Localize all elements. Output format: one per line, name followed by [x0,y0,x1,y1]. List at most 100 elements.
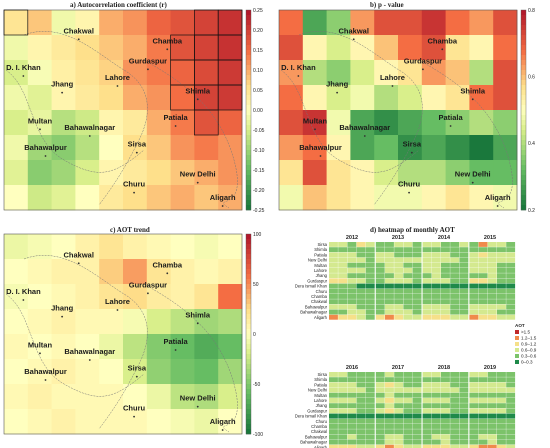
colorbar-segment [246,349,251,355]
city-marker [88,359,91,361]
legend-label: 0.3–0.6 [521,354,537,359]
heatmap-cell [347,262,357,268]
heatmap-cell [487,262,497,268]
heatmap-cell [194,234,219,260]
heatmap-cell [450,268,460,273]
colorbar-segment [246,259,251,265]
heatmap-cell [4,334,29,360]
heatmap-cell [478,268,488,273]
heatmap-cell [412,418,422,424]
heatmap-cell [338,382,348,388]
heatmap-cell [338,299,348,305]
heatmap-cell [431,273,441,279]
heatmap-cell [123,185,148,211]
heatmap-cell [394,252,404,258]
heatmap-cell [450,392,460,398]
heatmap-cell [329,387,338,393]
heatmap-cell [497,299,506,305]
heatmap-cell [403,403,413,409]
row-label: Chakwal [311,429,327,434]
heatmap-cell [431,377,441,383]
heatmap-cell [51,10,76,36]
heatmap-cell [478,257,488,263]
heatmap-cell [347,247,357,253]
heatmap-cell [146,10,171,36]
legend-swatch [515,330,519,334]
heatmap-cell [445,160,470,186]
heatmap-cell [329,444,338,448]
heatmap-cell [450,262,460,268]
legend-swatch [515,336,519,340]
heatmap-cell [493,10,518,36]
city-label: Aligarh [485,193,511,202]
row-label: Churu [316,419,328,424]
heatmap-cell [218,10,243,36]
heatmap-cell [75,135,100,161]
city-label: Gurdaspur [404,56,442,65]
city-marker [22,299,25,301]
heatmap-cell [441,382,450,388]
city-label: Chakwal [64,26,94,35]
heatmap-cell [412,413,422,419]
city-label: Bahawalnagar [64,347,115,356]
heatmap-cell [441,372,450,377]
heatmap-cell [375,429,385,435]
heatmap-cell [441,314,450,320]
colorbar-tick-label: -0.25 [253,208,265,214]
heatmap-cell [497,424,506,429]
heatmap-cell [338,278,348,284]
heatmap-cell [412,278,422,284]
colorbar-segment [246,254,251,260]
colorbar-segment [246,234,251,240]
year-label: 2015 [484,235,496,241]
colorbar-segment [246,304,251,310]
colorbar-segment [521,120,526,126]
heatmap-cell [356,283,366,289]
heatmap-cell [487,304,497,310]
city-marker [408,191,410,194]
heatmap-cell [27,359,52,385]
heatmap-cell [421,185,446,211]
heatmap-cell [75,10,100,36]
colorbar-segment [521,160,526,166]
heatmap-cell [356,242,366,247]
city-marker [116,85,119,87]
colorbar-segment [521,10,526,16]
heatmap-cell [398,185,423,211]
heatmap-cell [338,429,348,435]
heatmap-cell [374,135,399,161]
heatmap-cell [347,314,357,320]
heatmap-cell [329,283,338,289]
colorbar-segment [246,110,251,116]
heatmap-cell [99,60,124,86]
heatmap-cell [375,288,385,294]
heatmap-cell [459,262,469,268]
city-label: Jhang [51,304,74,313]
colorbar-tick-label: 0 [253,332,256,338]
heatmap-cell [459,268,469,273]
colorbar-segment [246,399,251,405]
heatmap-cell [4,234,29,260]
city-label: Churu [398,180,420,189]
heatmap-cell [469,257,479,263]
heatmap-cell [422,413,432,419]
heatmap-cell [329,273,338,279]
heatmap-cell [506,299,516,305]
heatmap-cell [365,247,375,253]
heatmap-cell [431,304,441,310]
heatmap-cell [431,413,441,419]
heatmap-cell [51,309,76,335]
heatmap-cell [497,439,506,445]
heatmap-cell [279,10,304,36]
heatmap-cell [99,185,124,211]
heatmap-cell [497,434,506,440]
city-marker [352,38,355,41]
heatmap-cell [506,413,516,419]
heatmap-cell [493,60,518,86]
heatmap-cell [506,372,516,377]
city-marker [166,272,169,275]
heatmap-cell [374,85,399,111]
heatmap-cell [450,257,460,263]
heatmap-cell [385,262,394,268]
